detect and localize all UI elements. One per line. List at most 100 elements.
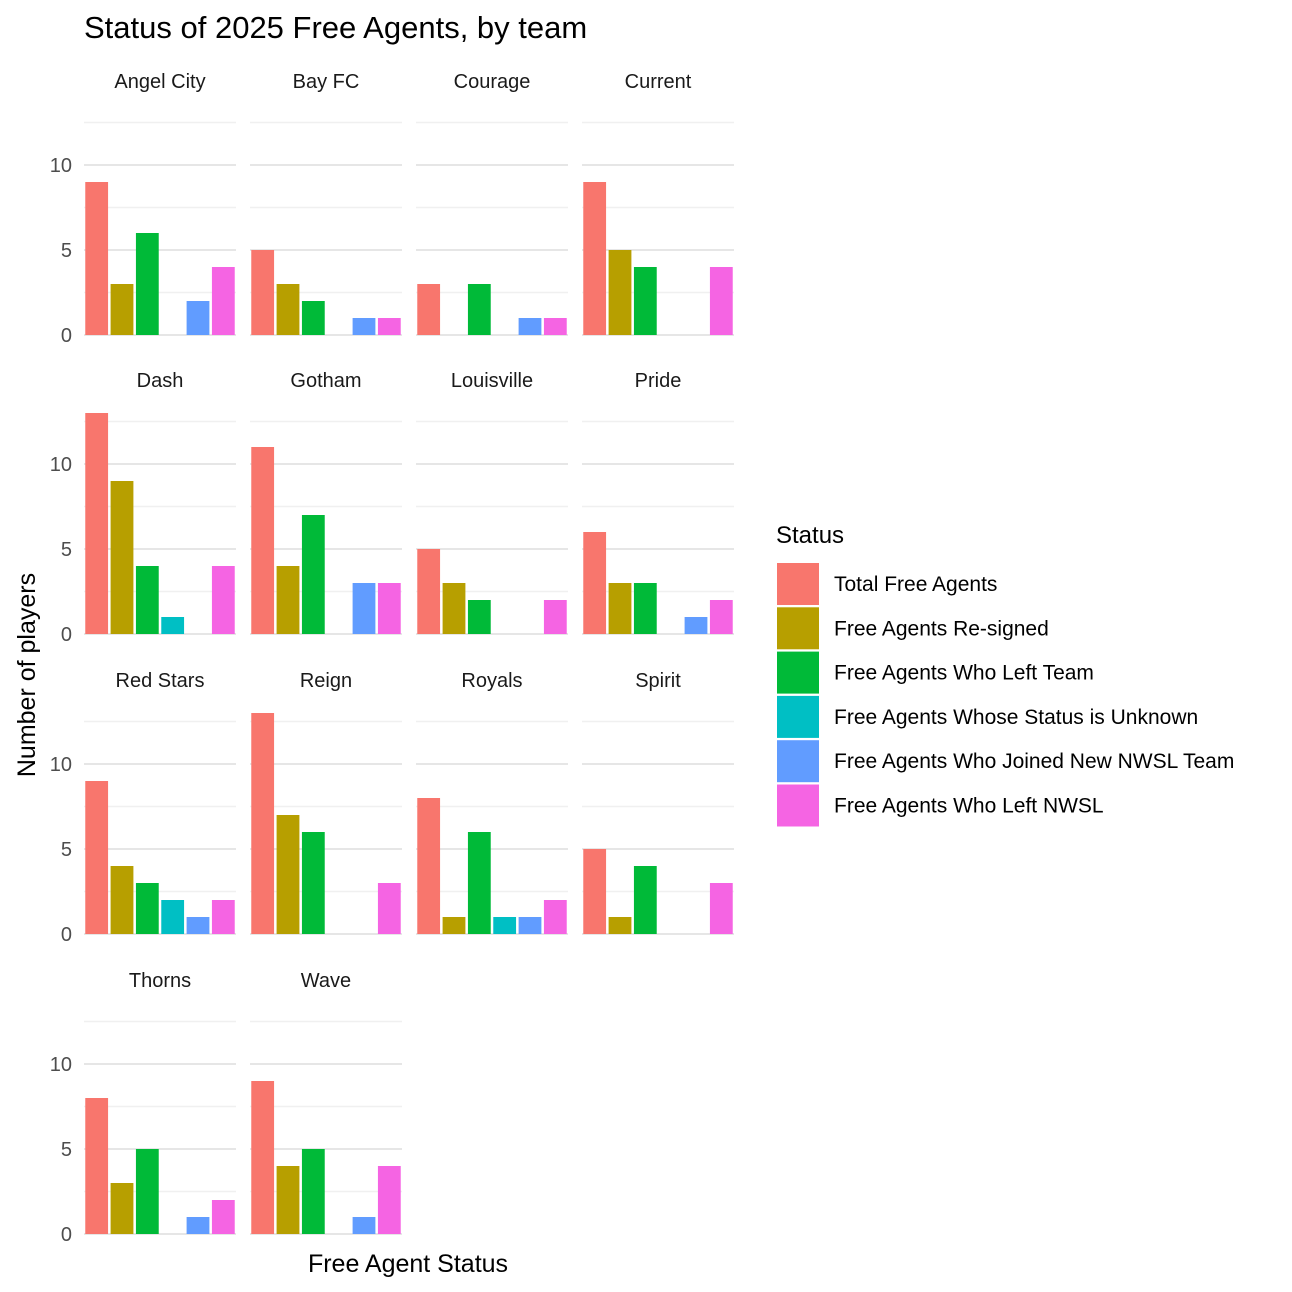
legend-item: Free Agents Whose Status is Unknown <box>777 695 1198 738</box>
legend-label: Free Agents Who Left Team <box>834 662 1094 685</box>
facet-label: Dash <box>137 370 184 392</box>
legend-swatch <box>777 563 819 605</box>
legend-item: Free Agents Who Left NWSL <box>777 784 1104 827</box>
bar <box>467 284 491 335</box>
facet-panel: Red Stars 0 5 10 <box>50 670 236 946</box>
bar <box>518 318 542 335</box>
bar <box>417 798 441 934</box>
bar <box>377 883 401 934</box>
bar <box>417 284 441 335</box>
bar <box>110 481 134 634</box>
bar <box>251 447 275 634</box>
y-tick-label: 0 <box>61 624 72 646</box>
y-tick-label: 5 <box>61 539 72 561</box>
facet-panel: Gotham <box>250 370 402 635</box>
legend-swatch <box>777 695 819 738</box>
bar <box>276 815 300 934</box>
bar <box>709 600 733 634</box>
facet-panel: Current <box>582 71 734 336</box>
bar <box>301 301 325 335</box>
facet-panel: Louisville <box>416 370 568 635</box>
bar <box>85 182 109 335</box>
y-tick-label: 0 <box>61 325 72 347</box>
legend-label: Free Agents Re-signed <box>834 617 1049 640</box>
facet-panel: Reign <box>250 670 402 935</box>
facet-panel: Royals <box>416 670 568 935</box>
bar <box>161 617 185 634</box>
bar <box>186 917 210 934</box>
bar <box>467 832 491 934</box>
facet-label: Current <box>625 71 692 93</box>
legend-item: Total Free Agents <box>777 563 997 605</box>
facet-label: Spirit <box>635 670 681 692</box>
bar <box>211 900 235 934</box>
bar <box>633 866 657 934</box>
y-tick-label: 5 <box>61 839 72 861</box>
bar <box>135 566 159 634</box>
facet-panel: Bay FC <box>250 71 402 336</box>
bar <box>135 233 159 335</box>
bar <box>583 182 607 335</box>
bar <box>251 250 275 335</box>
facet-panel: Dash 0 5 10 <box>50 370 236 646</box>
legend-label: Free Agents Who Left NWSL <box>834 795 1104 818</box>
bar <box>633 583 657 634</box>
bar <box>377 583 401 634</box>
bar <box>186 1217 210 1234</box>
legend-title: Status <box>776 522 844 549</box>
bar <box>211 566 235 634</box>
facet-label: Courage <box>454 71 531 93</box>
bar <box>543 900 567 934</box>
bar <box>352 318 376 335</box>
bar <box>442 583 466 634</box>
bar <box>161 900 185 934</box>
bar <box>110 866 134 934</box>
facet-label: Gotham <box>290 370 361 392</box>
facet-panel: Wave <box>250 970 402 1235</box>
legend-item: Free Agents Re-signed <box>777 607 1049 650</box>
legend-swatch <box>777 651 819 694</box>
y-tick-label: 5 <box>61 240 72 262</box>
facet-label: Red Stars <box>116 670 205 692</box>
bar <box>301 515 325 634</box>
bar <box>135 1149 159 1234</box>
bar <box>301 832 325 934</box>
bar <box>684 617 708 634</box>
bar <box>211 267 235 335</box>
bar <box>85 413 109 634</box>
bar <box>583 849 607 934</box>
bar <box>709 883 733 934</box>
facet-label: Thorns <box>129 970 191 992</box>
bar <box>276 284 300 335</box>
facet-panel: Pride <box>582 370 734 635</box>
legend-item: Free Agents Who Joined New NWSL Team <box>777 740 1234 783</box>
bar <box>110 1183 134 1234</box>
y-tick-label: 0 <box>61 924 72 946</box>
bar <box>377 1166 401 1234</box>
facet-label: Royals <box>461 670 522 692</box>
legend-label: Total Free Agents <box>834 573 997 596</box>
bar <box>352 1217 376 1234</box>
facet-panel: Thorns 0 5 10 <box>50 970 236 1246</box>
legend: Status Total Free Agents Free Agents Re-s… <box>776 522 1234 827</box>
facet-label: Pride <box>635 370 682 392</box>
facet-panel: Angel City 0 5 10 <box>50 71 236 347</box>
bar <box>518 917 542 934</box>
facet-panel: Spirit <box>582 670 734 935</box>
bar <box>85 1098 109 1234</box>
bar <box>467 600 491 634</box>
legend-swatch <box>777 784 819 827</box>
bar <box>442 917 466 934</box>
legend-items: Total Free Agents Free Agents Re-signed Fr… <box>777 563 1234 827</box>
legend-item: Free Agents Who Left Team <box>777 651 1094 694</box>
bar <box>377 318 401 335</box>
bar <box>186 301 210 335</box>
facet-label: Louisville <box>451 370 533 392</box>
bar <box>276 1166 300 1234</box>
y-tick-label: 0 <box>61 1224 72 1246</box>
chart-title: Status of 2025 Free Agents, by team <box>84 10 587 45</box>
facet-label: Wave <box>301 970 351 992</box>
facet-label: Bay FC <box>293 71 360 93</box>
bar <box>608 583 632 634</box>
